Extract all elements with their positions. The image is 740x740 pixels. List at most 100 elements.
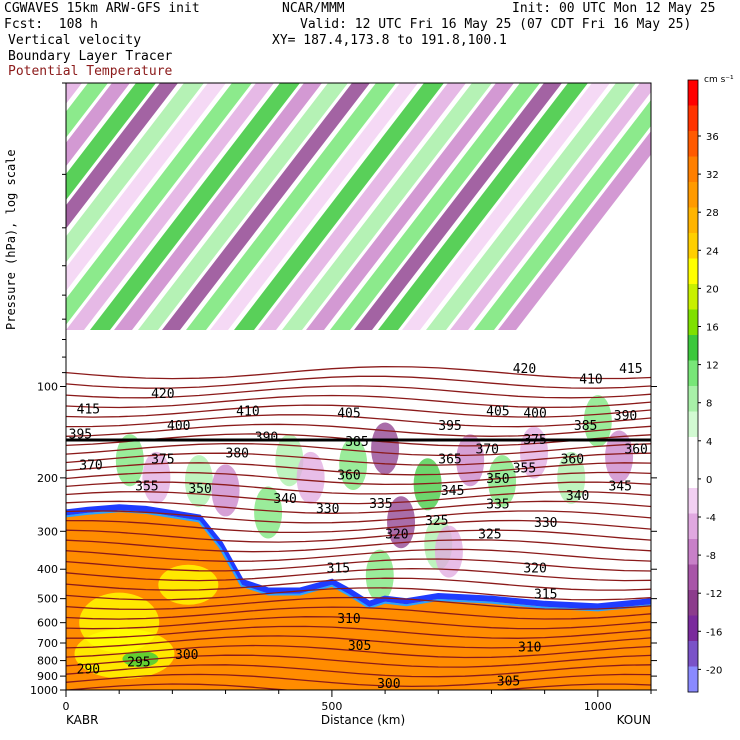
theta-label: 375 bbox=[523, 433, 546, 448]
upward-motion-band bbox=[330, 83, 540, 330]
y-tick-label: 400 bbox=[37, 563, 58, 576]
colorbar-swatch bbox=[688, 156, 698, 183]
upward-motion-band bbox=[90, 83, 300, 330]
colorbar-swatch bbox=[688, 513, 698, 540]
theta-label: 330 bbox=[534, 516, 557, 531]
colorbar-swatch bbox=[688, 207, 698, 234]
cross-section-xy: XY= 187.4,173.8 to 191.8,100.1 bbox=[272, 33, 507, 48]
colorbar-swatch bbox=[688, 437, 698, 463]
theta-label: 360 bbox=[337, 469, 360, 484]
theta-label: 325 bbox=[478, 527, 501, 542]
theta-label: 315 bbox=[327, 562, 350, 577]
colorbar: cm s⁻¹ 36 32 28 24 20 16 12 8 4 0 -4 -8 -12 -16 -20 bbox=[687, 75, 734, 693]
x-tick-label: 1000 bbox=[584, 700, 612, 713]
y-tick-label: 800 bbox=[37, 655, 58, 668]
theta-label: 310 bbox=[337, 612, 360, 627]
theta-contour bbox=[66, 462, 651, 476]
downward-motion-band bbox=[66, 83, 130, 167]
field-vertical-velocity: Vertical velocity bbox=[8, 33, 142, 48]
right-station-label: KOUN bbox=[617, 713, 651, 727]
colorbar-swatch bbox=[688, 641, 698, 667]
valid-time: Valid: 12 UTC Fri 16 May 25 (07 CDT Fri … bbox=[300, 17, 692, 32]
theta-label: 420 bbox=[513, 362, 536, 377]
theta-label: 335 bbox=[369, 497, 392, 512]
colorbar-swatch bbox=[688, 462, 698, 489]
theta-label: 365 bbox=[438, 453, 461, 468]
theta-contour bbox=[66, 664, 651, 678]
theta-contour bbox=[66, 481, 651, 495]
theta-label: 325 bbox=[425, 514, 448, 529]
x-tick-label: 500 bbox=[321, 700, 342, 713]
theta-label: 395 bbox=[438, 419, 461, 434]
downward-motion-band bbox=[66, 83, 178, 229]
colorbar-label: -4 bbox=[706, 513, 716, 524]
theta-label: 305 bbox=[497, 674, 520, 689]
theta-label: 320 bbox=[523, 562, 546, 577]
colorbar-swatch bbox=[688, 131, 698, 157]
tracer-edge bbox=[66, 504, 651, 610]
colorbar-swatch bbox=[688, 386, 698, 412]
upward-motion-band bbox=[138, 83, 348, 330]
downward-motion-band bbox=[258, 83, 466, 330]
theta-contour bbox=[66, 385, 651, 399]
theta-contour bbox=[66, 490, 651, 505]
colorbar-label: 20 bbox=[706, 284, 719, 295]
theta-label: 290 bbox=[77, 663, 100, 678]
theta-contour bbox=[66, 519, 651, 534]
theta-contour bbox=[66, 606, 651, 620]
vertical-velocity-field bbox=[0, 83, 651, 602]
theta-label: 345 bbox=[608, 480, 631, 495]
theta-contour bbox=[66, 452, 651, 466]
upward-motion-band bbox=[378, 83, 588, 330]
field-potential-temperature: Potential Temperature bbox=[8, 64, 173, 79]
colorbar-swatch bbox=[688, 564, 698, 591]
theta-label: 360 bbox=[624, 442, 647, 457]
colorbar-swatch bbox=[688, 488, 698, 514]
theta-label: 415 bbox=[619, 362, 642, 377]
colorbar-swatch bbox=[688, 335, 698, 361]
theta-contour bbox=[66, 587, 651, 601]
theta-label: 400 bbox=[167, 419, 190, 434]
theta-label: 300 bbox=[175, 648, 198, 663]
downward-motion-band bbox=[498, 131, 651, 330]
colorbar-swatch bbox=[688, 258, 698, 285]
theta-label: 355 bbox=[135, 480, 158, 495]
colorbar-label: 12 bbox=[706, 361, 719, 372]
colorbar-frame bbox=[687, 79, 699, 693]
upward-motion-band bbox=[186, 83, 396, 330]
theta-label: 380 bbox=[226, 447, 249, 462]
y-tick-label: 900 bbox=[37, 670, 58, 683]
theta-label: 415 bbox=[77, 402, 100, 417]
velocity-cell bbox=[605, 430, 634, 483]
colorbar-label: 16 bbox=[706, 323, 719, 334]
downward-motion-band bbox=[0, 83, 34, 330]
theta-contour bbox=[66, 577, 651, 591]
downward-motion-band bbox=[66, 83, 82, 104]
y-tick-label: 200 bbox=[37, 472, 58, 485]
theta-label: 370 bbox=[476, 442, 499, 457]
velocity-cell bbox=[434, 525, 463, 578]
theta-label: 395 bbox=[69, 428, 92, 443]
velocity-cell bbox=[371, 422, 400, 475]
downward-motion-band bbox=[66, 83, 274, 330]
theta-contour bbox=[66, 404, 651, 418]
theta-label: 410 bbox=[579, 372, 602, 387]
theta-label: 310 bbox=[518, 641, 541, 656]
theta-contour bbox=[66, 414, 651, 428]
colorbar-label: -20 bbox=[706, 665, 722, 676]
theta-contour bbox=[66, 442, 651, 457]
colorbar-swatch bbox=[688, 666, 698, 693]
upward-motion-band bbox=[282, 83, 492, 330]
colorbar-swatch bbox=[688, 615, 698, 642]
colorbar-swatch bbox=[688, 233, 698, 259]
colorbar-label: -16 bbox=[706, 627, 722, 638]
upward-motion-band bbox=[0, 83, 12, 330]
left-station-label: KABR bbox=[66, 713, 98, 727]
theta-contour bbox=[66, 644, 651, 659]
colorbar-swatch bbox=[688, 309, 698, 336]
theta-label: 350 bbox=[188, 482, 211, 497]
theta-label: 370 bbox=[79, 459, 102, 474]
theta-label: 315 bbox=[534, 587, 557, 602]
downward-motion-band bbox=[402, 83, 610, 330]
downward-motion-band bbox=[210, 83, 418, 330]
